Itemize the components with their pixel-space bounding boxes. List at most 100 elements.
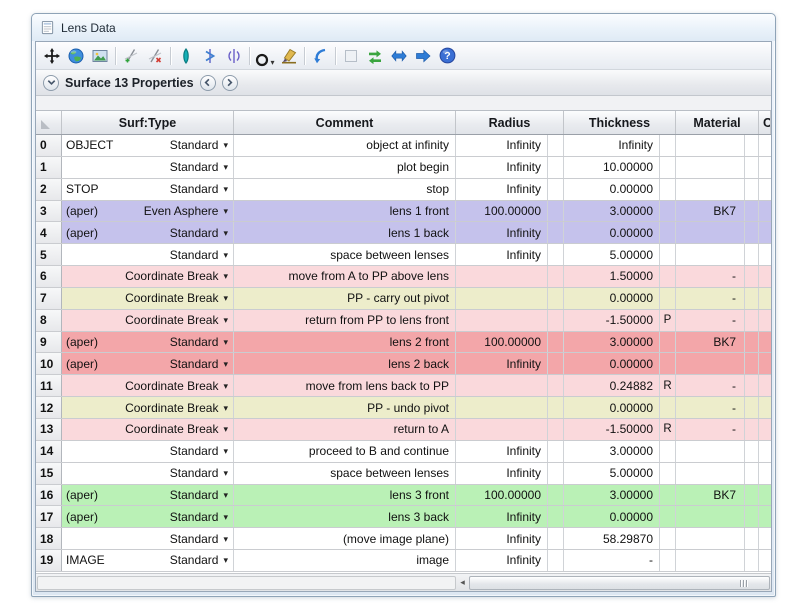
thickness-cell[interactable]: 10.00000 xyxy=(564,156,660,178)
double-arrow-button[interactable] xyxy=(387,44,411,68)
surface-type-cell[interactable]: IMAGE Standard ▾ xyxy=(62,550,234,571)
surface-type-cell[interactable]: (aper) Even Asphere ▾ xyxy=(62,200,234,222)
swap-arrows-button[interactable] xyxy=(363,44,387,68)
material-solve-flag[interactable] xyxy=(745,484,759,506)
radius-solve-flag[interactable] xyxy=(548,353,564,375)
radius-solve-flag[interactable] xyxy=(548,506,564,528)
surface-type-dropdown[interactable]: Coordinate Break ▾ xyxy=(125,379,228,393)
material-cell[interactable]: - xyxy=(676,397,745,418)
comment-cell[interactable]: PP - undo pivot xyxy=(234,397,456,418)
surface-type-cell[interactable]: Standard ▾ xyxy=(62,528,234,550)
thickness-solve-flag[interactable] xyxy=(660,484,676,506)
surface-type-cell[interactable]: (aper) Standard ▾ xyxy=(62,222,234,244)
row-number[interactable]: 4 xyxy=(36,222,62,244)
comment-cell[interactable]: return from PP to lens front xyxy=(234,309,456,331)
thickness-cell[interactable]: 0.00000 xyxy=(564,222,660,244)
material-cell[interactable] xyxy=(676,440,745,462)
radius-solve-flag[interactable] xyxy=(548,484,564,506)
surface-type-dropdown[interactable]: Standard ▾ xyxy=(170,335,228,349)
radius-solve-flag[interactable] xyxy=(548,375,564,397)
radius-solve-flag[interactable] xyxy=(548,287,564,309)
thickness-solve-flag[interactable] xyxy=(660,397,676,418)
radius-solve-flag[interactable] xyxy=(548,462,564,484)
thickness-solve-flag[interactable] xyxy=(660,178,676,200)
surface-type-cell[interactable]: Coordinate Break ▾ xyxy=(62,309,234,331)
material-solve-flag[interactable] xyxy=(745,156,759,178)
surface-type-dropdown[interactable]: Coordinate Break ▾ xyxy=(125,401,228,415)
material-cell[interactable] xyxy=(676,462,745,484)
surface-type-cell[interactable]: (aper) Standard ▾ xyxy=(62,484,234,506)
radius-cell[interactable] xyxy=(456,287,548,309)
row-number[interactable]: 14 xyxy=(36,440,62,462)
surface-type-cell[interactable]: (aper) Standard ▾ xyxy=(62,506,234,528)
comment-cell[interactable]: return to A xyxy=(234,418,456,440)
row-number[interactable]: 16 xyxy=(36,484,62,506)
radius-cell[interactable] xyxy=(456,375,548,397)
thickness-cell[interactable]: 3.00000 xyxy=(564,200,660,222)
surface-type-cell[interactable]: Standard ▾ xyxy=(62,156,234,178)
pan-cross-button[interactable] xyxy=(40,44,64,68)
comment-cell[interactable]: lens 1 front xyxy=(234,200,456,222)
thickness-solve-flag[interactable] xyxy=(660,331,676,353)
material-cell[interactable] xyxy=(676,353,745,375)
thickness-cell[interactable]: 3.00000 xyxy=(564,440,660,462)
thickness-cell[interactable]: 3.00000 xyxy=(564,484,660,506)
thickness-solve-flag[interactable] xyxy=(660,244,676,266)
radius-solve-flag[interactable] xyxy=(548,244,564,266)
row-number[interactable]: 8 xyxy=(36,309,62,331)
thickness-solve-flag[interactable]: R xyxy=(660,418,676,440)
surface-type-cell[interactable]: Coordinate Break ▾ xyxy=(62,375,234,397)
row-number[interactable]: 11 xyxy=(36,375,62,397)
material-solve-flag[interactable] xyxy=(745,353,759,375)
thickness-cell[interactable]: 5.00000 xyxy=(564,462,660,484)
radius-cell[interactable]: Infinity xyxy=(456,135,548,156)
row-number[interactable]: 3 xyxy=(36,200,62,222)
material-solve-flag[interactable] xyxy=(745,375,759,397)
thickness-cell[interactable]: 58.29870 xyxy=(564,528,660,550)
thickness-solve-flag[interactable] xyxy=(660,440,676,462)
row-number[interactable]: 17 xyxy=(36,506,62,528)
thickness-cell[interactable]: 0.24882 xyxy=(564,375,660,397)
thickness-cell[interactable]: 3.00000 xyxy=(564,331,660,353)
radius-solve-flag[interactable] xyxy=(548,440,564,462)
material-solve-flag[interactable] xyxy=(745,178,759,200)
surface-type-dropdown[interactable]: Coordinate Break ▾ xyxy=(125,291,228,305)
material-solve-flag[interactable] xyxy=(745,135,759,156)
material-cell[interactable] xyxy=(676,222,745,244)
radius-solve-flag[interactable] xyxy=(548,135,564,156)
radius-cell[interactable]: Infinity xyxy=(456,178,548,200)
material-cell[interactable]: - xyxy=(676,287,745,309)
comment-cell[interactable]: move from lens back to PP xyxy=(234,375,456,397)
thickness-solve-flag[interactable] xyxy=(660,462,676,484)
surface-type-dropdown[interactable]: Standard ▾ xyxy=(170,510,228,524)
material-cell[interactable] xyxy=(676,506,745,528)
thickness-solve-flag[interactable] xyxy=(660,550,676,571)
radius-solve-flag[interactable] xyxy=(548,418,564,440)
radius-cell[interactable]: Infinity xyxy=(456,222,548,244)
surface-type-cell[interactable]: Coordinate Break ▾ xyxy=(62,266,234,287)
surface-type-cell[interactable]: OBJECT Standard ▾ xyxy=(62,135,234,156)
comment-cell[interactable]: stop xyxy=(234,178,456,200)
surface-type-dropdown[interactable]: Standard ▾ xyxy=(170,226,228,240)
thickness-solve-flag[interactable] xyxy=(660,135,676,156)
row-number[interactable]: 10 xyxy=(36,353,62,375)
material-cell[interactable] xyxy=(676,550,745,571)
material-solve-flag[interactable] xyxy=(745,506,759,528)
material-cell[interactable]: - xyxy=(676,375,745,397)
radius-cell[interactable] xyxy=(456,397,548,418)
radius-solve-flag[interactable] xyxy=(548,200,564,222)
scrollbar-thumb[interactable] xyxy=(469,575,770,590)
comment-cell[interactable]: image xyxy=(234,550,456,571)
material-solve-flag[interactable] xyxy=(745,418,759,440)
surface-type-dropdown[interactable]: Standard ▾ xyxy=(170,248,228,262)
surface-type-dropdown[interactable]: Standard ▾ xyxy=(170,160,228,174)
thickness-cell[interactable]: 0.00000 xyxy=(564,397,660,418)
comment-cell[interactable]: lens 3 back xyxy=(234,506,456,528)
material-cell[interactable] xyxy=(676,135,745,156)
radius-cell[interactable]: Infinity xyxy=(456,440,548,462)
surface-type-dropdown[interactable]: Standard ▾ xyxy=(170,532,228,546)
material-solve-flag[interactable] xyxy=(745,200,759,222)
surface-type-cell[interactable]: Standard ▾ xyxy=(62,440,234,462)
thickness-solve-flag[interactable] xyxy=(660,156,676,178)
row-number[interactable]: 9 xyxy=(36,331,62,353)
